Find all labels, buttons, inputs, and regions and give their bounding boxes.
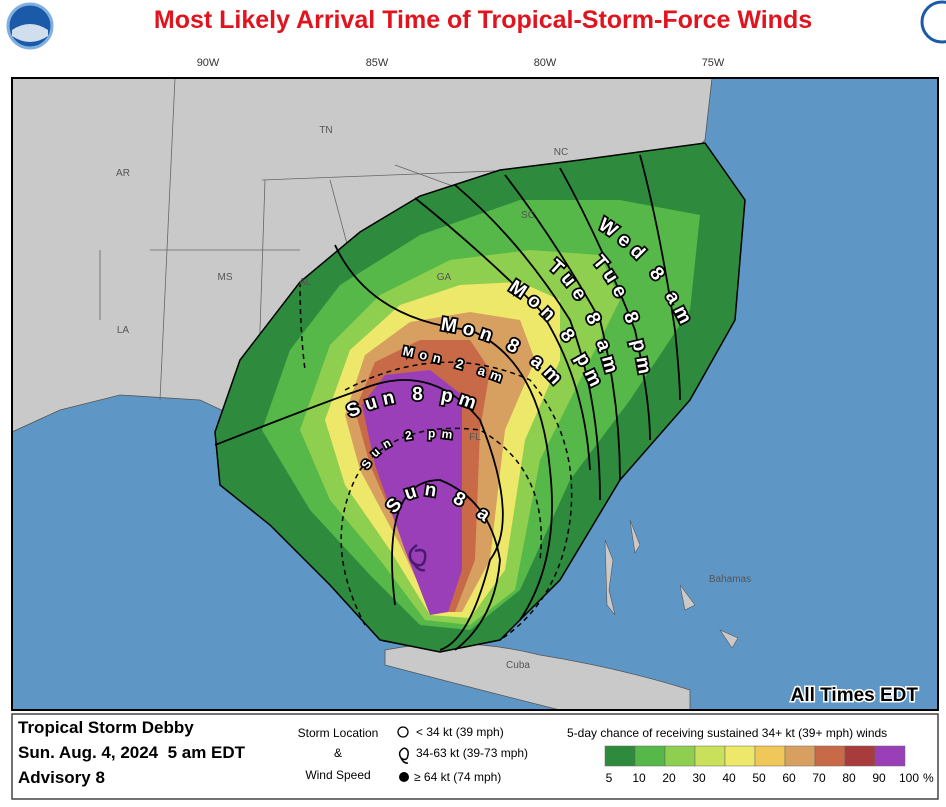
scale-label: 80: [842, 771, 856, 785]
place-label: SC: [521, 210, 535, 221]
scale-swatch: [844, 745, 876, 767]
storm-symbol: [408, 543, 427, 572]
scale-swatch: [724, 745, 756, 767]
place-labels: AR TN NC MS GA SC AL LA FL Bahamas Cuba: [116, 125, 751, 671]
scale-title: 5-day chance of receiving sustained 34+ …: [567, 726, 887, 740]
place-label: Cuba: [506, 660, 530, 671]
scale-label: 50: [752, 771, 766, 785]
place-label: MS: [218, 272, 233, 283]
scale-label: 20: [662, 771, 676, 785]
advisory: Advisory 8: [18, 768, 105, 787]
time-zone-note: All Times EDT: [791, 685, 919, 706]
scale-swatch: [634, 745, 666, 767]
prob-90: [362, 370, 462, 615]
place-label: Bahamas: [709, 574, 751, 585]
symbol-label: ≥ 64 kt (74 mph): [414, 770, 501, 784]
scale-label: 10: [632, 771, 646, 785]
place-label: AR: [116, 168, 130, 179]
place-label: GA: [437, 272, 452, 283]
place-label: FL: [469, 432, 481, 443]
place-label: TN: [319, 125, 332, 136]
location-title: Wind Speed: [305, 768, 370, 782]
scale-label: 40: [722, 771, 736, 785]
scale-swatch: [664, 745, 696, 767]
symbol-label: 34-63 kt (39-73 mph): [416, 746, 528, 760]
title: Most Likely Arrival Time of Tropical-Sto…: [154, 6, 812, 34]
place-label: NC: [554, 147, 568, 158]
location-title: &: [334, 746, 342, 760]
place-label: AL: [299, 277, 312, 288]
longitude-label: 80W: [534, 57, 557, 69]
logo-wave: [12, 24, 48, 42]
location-title: Storm Location: [298, 726, 379, 740]
symbol-depression: [397, 726, 409, 738]
map-frame: [11, 77, 939, 711]
place-label: LA: [117, 325, 130, 336]
symbol-storm: [398, 747, 409, 764]
longitude-label: 85W: [366, 57, 389, 69]
scale-swatch: [784, 745, 816, 767]
arrival-contours: [214, 154, 681, 651]
scale-label: 30: [692, 771, 706, 785]
issued: Sun. Aug. 4, 2024 5 am EDT: [18, 743, 246, 762]
scale-swatch: [874, 745, 906, 767]
scale-unit: %: [923, 771, 934, 785]
scale-swatch: [604, 745, 636, 767]
scale-swatch: [754, 745, 786, 767]
scale-swatch: [694, 745, 726, 767]
scale-swatch: [814, 745, 846, 767]
color-scale: 5 10 20 30 40 50 60 70 80 90 100%: [604, 745, 934, 785]
scale-label: 90: [872, 771, 886, 785]
symbol-label: < 34 kt (39 mph): [416, 725, 504, 739]
scale-label: 70: [812, 771, 826, 785]
longitude-label: 90W: [197, 57, 220, 69]
nws-logo: [920, 0, 946, 44]
symbol-hurricane: [399, 772, 409, 782]
dashed-contours: [299, 281, 573, 641]
islands: [604, 519, 739, 649]
scale-label: 60: [782, 771, 796, 785]
scale-label: 5: [606, 771, 613, 785]
longitude-label: 75W: [702, 57, 725, 69]
scale-label: 100: [899, 771, 919, 785]
storm-name: Tropical Storm Debby: [18, 718, 194, 737]
